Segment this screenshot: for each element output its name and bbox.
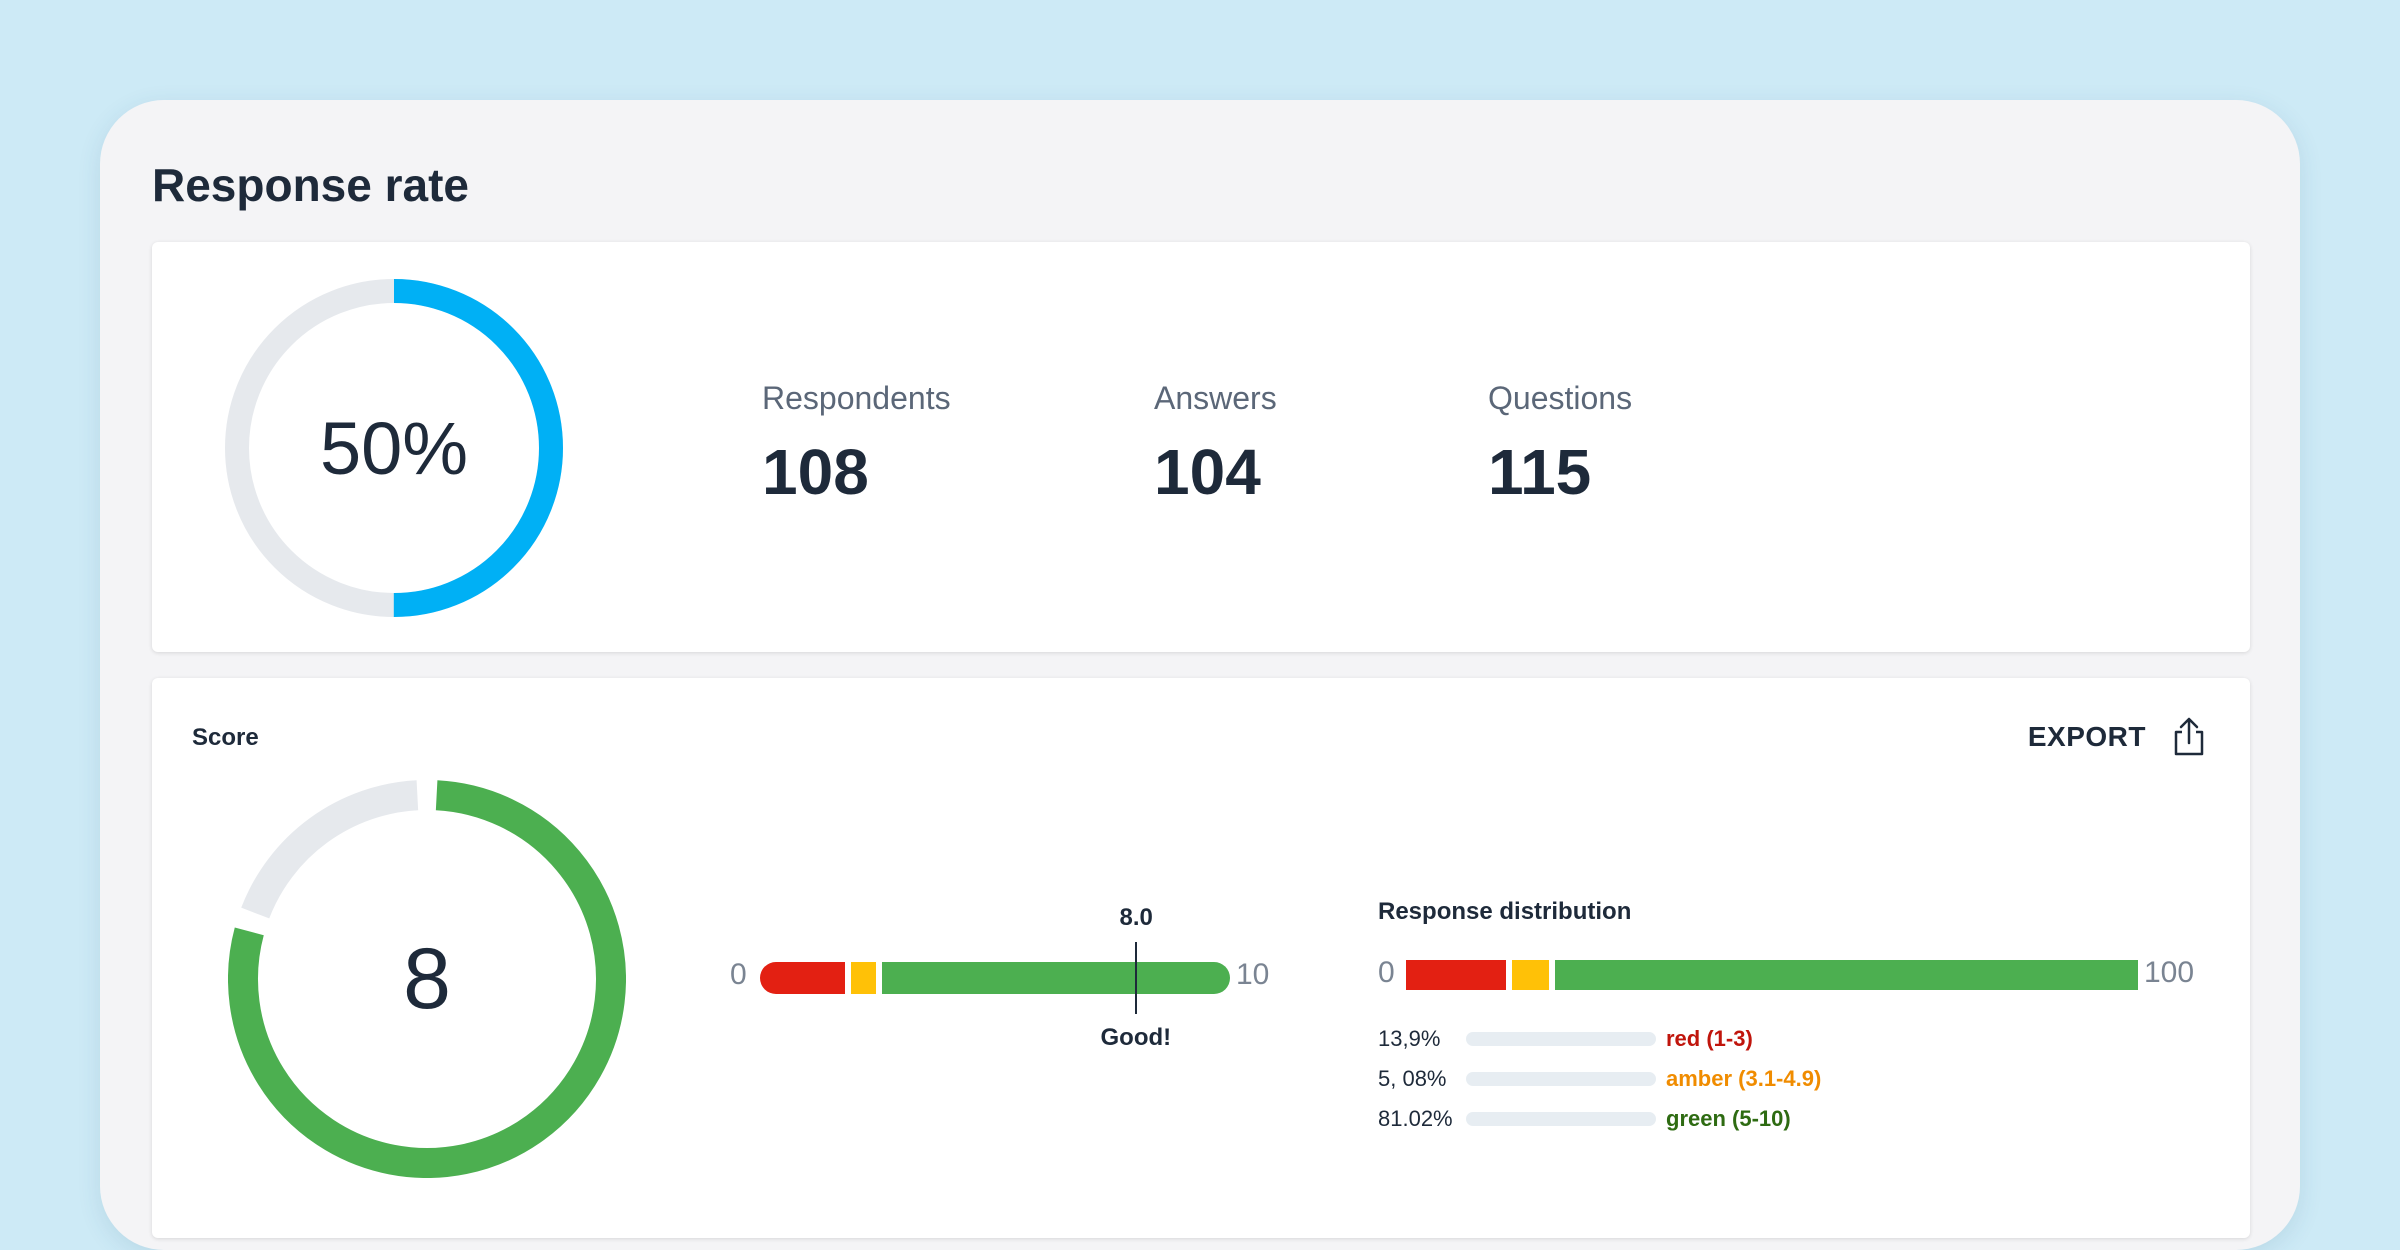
export-label: EXPORT (2027, 721, 2146, 752)
stat-questions-label: Questions (1488, 380, 1633, 416)
gauge-segment-amber (850, 962, 877, 994)
distribution-track (1466, 1072, 1656, 1086)
gauge-caption: Good! (1100, 1024, 1172, 1051)
distribution-segment-red (1406, 960, 1507, 990)
stat-answers-value: 104 (1154, 436, 1261, 508)
stat-answers: Answers 104 (1154, 380, 1277, 509)
gauge-segment-red (760, 962, 845, 994)
distribution-percent: 5, 08% (1378, 1066, 1447, 1091)
stat-questions-value: 115 (1488, 436, 1592, 508)
distribution-track (1466, 1032, 1656, 1046)
distribution-track (1466, 1112, 1656, 1126)
distribution-row-green: 81.02% green (5-10) (1378, 1104, 1791, 1134)
response-rate-value: 50% (319, 406, 469, 490)
score-arc (228, 780, 626, 1178)
stat-respondents-label: Respondents (762, 380, 951, 416)
gauge-segment-green (882, 962, 1230, 994)
gauge-min-label: 0 (730, 958, 747, 991)
distribution-row-red: 13,9% red (1-3) (1378, 1024, 1753, 1054)
page-title: Response rate (152, 159, 470, 211)
score-ring (228, 780, 626, 1178)
score-card: Score EXPORT 8 0 10 8.0 Good! Response d… (152, 678, 2250, 1238)
distribution-row-amber: 5, 08% amber (3.1-4.9) (1378, 1064, 1821, 1094)
gauge-marker-label: 8.0 (1119, 904, 1153, 931)
distribution-percent: 13,9% (1378, 1026, 1441, 1051)
score-donut: 8 (228, 780, 626, 1178)
stat-questions: Questions 115 (1488, 380, 1632, 509)
share-upload-icon (2174, 717, 2204, 756)
distribution-label: green (5-10) (1666, 1106, 1791, 1131)
stat-answers-label: Answers (1154, 380, 1277, 416)
gauge-marker (1135, 942, 1137, 1014)
gauge-max-label: 10 (1236, 958, 1270, 991)
distribution-max-label: 100 (2144, 956, 2195, 989)
response-rate-arc (225, 279, 563, 617)
score-gauge-bar (760, 962, 1230, 994)
distribution-segment-green (1554, 960, 2138, 990)
export-button[interactable]: EXPORT (2028, 716, 2210, 758)
score-track (241, 780, 419, 919)
stat-respondents: Respondents 108 (762, 380, 951, 509)
score-value: 8 (403, 930, 451, 1027)
distribution-title: Response distribution (1378, 898, 1632, 925)
distribution-label: amber (3.1-4.9) (1666, 1066, 1822, 1091)
response-rate-ring (225, 279, 563, 617)
score-title: Score (192, 724, 259, 751)
distribution-label: red (1-3) (1666, 1026, 1753, 1051)
distribution-min-label: 0 (1378, 956, 1395, 989)
stat-respondents-value: 108 (762, 436, 869, 508)
distribution-bar (1406, 960, 2138, 990)
distribution-percent: 81.02% (1378, 1106, 1453, 1131)
distribution-segment-amber (1512, 960, 1549, 990)
response-rate-card: 50% Respondents 108 Answers 104 Question… (152, 242, 2250, 652)
response-rate-donut: 50% (224, 278, 564, 618)
